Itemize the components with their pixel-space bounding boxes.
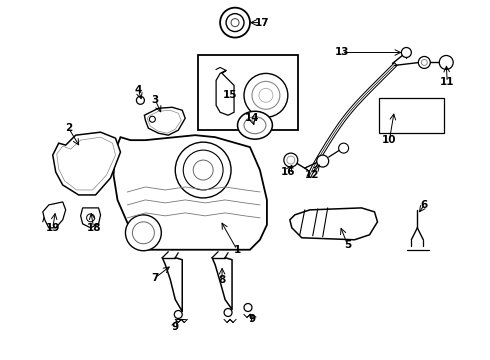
Circle shape (136, 96, 145, 104)
Circle shape (418, 57, 430, 68)
Polygon shape (114, 135, 267, 250)
Circle shape (339, 143, 348, 153)
Polygon shape (147, 110, 181, 133)
Text: 8: 8 (219, 275, 226, 285)
Text: 19: 19 (46, 223, 60, 233)
Text: 17: 17 (255, 18, 269, 28)
Circle shape (183, 150, 223, 190)
Ellipse shape (244, 117, 266, 134)
Polygon shape (290, 208, 377, 240)
Circle shape (252, 81, 280, 109)
Circle shape (220, 8, 250, 37)
Circle shape (193, 160, 213, 180)
Text: 9: 9 (172, 323, 179, 332)
Polygon shape (145, 107, 185, 135)
Text: 4: 4 (135, 85, 142, 95)
Circle shape (244, 303, 252, 311)
Circle shape (226, 14, 244, 32)
Polygon shape (43, 202, 66, 228)
Text: 11: 11 (440, 77, 454, 87)
Circle shape (259, 88, 273, 102)
Circle shape (317, 155, 329, 167)
Polygon shape (81, 208, 100, 228)
Bar (198, 55, 298, 130)
Circle shape (149, 116, 155, 122)
Circle shape (244, 73, 288, 117)
Text: 3: 3 (152, 95, 159, 105)
Circle shape (175, 142, 231, 198)
Text: 7: 7 (152, 273, 159, 283)
Circle shape (174, 310, 182, 319)
Text: 15: 15 (223, 90, 237, 100)
Ellipse shape (238, 111, 272, 139)
Circle shape (287, 156, 295, 164)
Text: 12: 12 (304, 170, 319, 180)
Text: 2: 2 (65, 123, 73, 133)
Circle shape (421, 59, 427, 66)
Circle shape (224, 309, 232, 316)
Text: 10: 10 (382, 135, 397, 145)
Text: 1: 1 (233, 245, 241, 255)
Text: 9: 9 (248, 314, 256, 324)
Text: 14: 14 (245, 113, 259, 123)
Polygon shape (53, 132, 121, 195)
Text: 5: 5 (344, 240, 351, 250)
Circle shape (87, 214, 95, 222)
Text: 13: 13 (334, 48, 349, 58)
Polygon shape (57, 137, 116, 190)
Polygon shape (216, 71, 234, 115)
Circle shape (439, 55, 453, 69)
Text: 16: 16 (281, 167, 295, 177)
Bar (379, 98, 444, 133)
Circle shape (401, 48, 412, 58)
Circle shape (132, 222, 154, 244)
Text: 18: 18 (86, 223, 101, 233)
Circle shape (284, 153, 298, 167)
Text: 6: 6 (421, 200, 428, 210)
Circle shape (125, 215, 161, 251)
Circle shape (231, 19, 239, 27)
